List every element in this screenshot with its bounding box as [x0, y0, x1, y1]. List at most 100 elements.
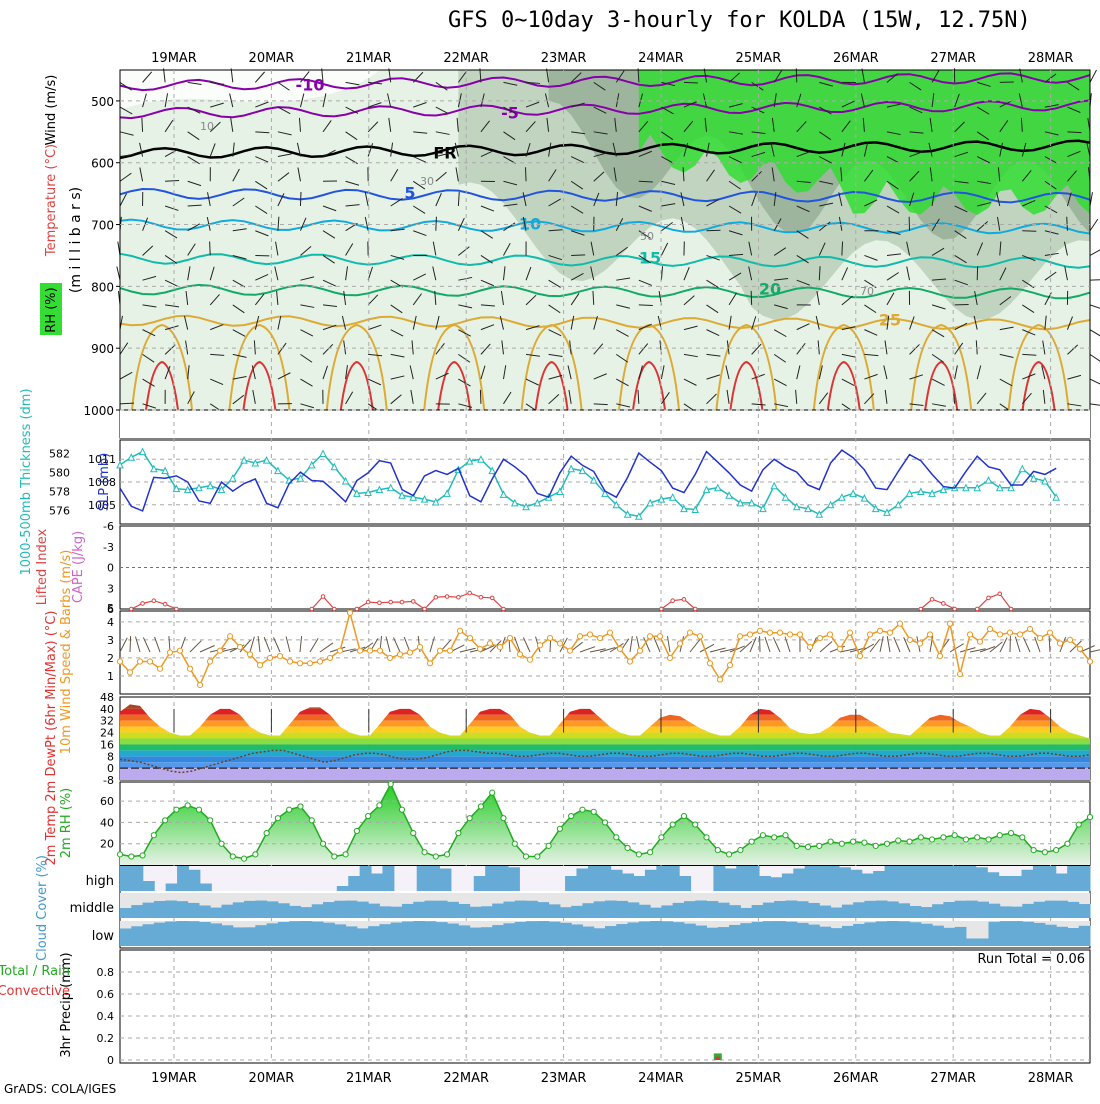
cloud-middle-bar [1067, 902, 1079, 918]
wind10-speed-line-point [277, 654, 282, 659]
lifted-index-point [400, 600, 404, 604]
rh2m-line-point [851, 839, 856, 844]
bottom-date-label-0: 19MAR [151, 1071, 197, 1086]
wind10-speed-line-point [567, 648, 572, 653]
wind10-speed-line-point [457, 628, 462, 633]
cloud-high-bar [793, 869, 805, 892]
cloud-high-bar [873, 871, 885, 891]
bottom-date-label-9: 28MAR [1028, 1071, 1074, 1086]
surface-wind-barb [740, 641, 752, 652]
bottom-date-label-4: 23MAR [541, 1071, 587, 1086]
wind-barb [639, 305, 653, 306]
cloud-middle-bar [842, 905, 854, 918]
surface-wind-barb [250, 637, 254, 652]
top-date-label-2: 21MAR [346, 51, 392, 66]
cloud-middle-bar [458, 904, 470, 918]
cloud-middle-bar [910, 906, 922, 918]
wind10-speed-line-point [267, 655, 272, 660]
cloud-middle-bar [932, 904, 944, 918]
thickness-line [120, 452, 1056, 517]
wind10-speed-line-point [307, 661, 312, 666]
cloud-low-bar [988, 922, 1000, 946]
cloud-low-bar [594, 928, 606, 946]
cloud-high-bar [360, 866, 372, 891]
rh2m-line-point [196, 807, 201, 812]
wind10-speed-line-point [297, 661, 302, 666]
rh2m-line-point [535, 854, 540, 859]
cloud-high-bar [166, 884, 178, 892]
cloud-high-bar [713, 866, 725, 891]
rh2m-line-point [411, 830, 416, 835]
temp-band-11 [120, 768, 1090, 780]
rh2m-line-point [1076, 822, 1081, 827]
temp-band-10 [120, 762, 1090, 768]
cloud-high-bar [1010, 876, 1022, 891]
rh2m-line-point [151, 833, 156, 838]
wind10-speed-line-point [957, 672, 962, 677]
cloud-middle-bar [549, 904, 561, 918]
cloud-middle-bar [661, 905, 673, 918]
cloud-middle-bar [154, 901, 166, 918]
surface-wind-barb [393, 637, 400, 652]
bottom-date-label-8: 27MAR [930, 1071, 976, 1086]
cloud-middle-bar [503, 902, 515, 918]
cloud-low-bar [639, 921, 651, 946]
cloud-high-bar [862, 874, 874, 892]
rh2m-line-point [828, 839, 833, 844]
cloud-low-bar [549, 922, 561, 946]
rh2m-line-point [783, 833, 788, 838]
wind10-speed-line-point [907, 637, 912, 642]
cloud-middle-bar [199, 905, 211, 918]
cloud-middle-bar [785, 901, 797, 918]
surface-wind-barb [785, 637, 790, 652]
cloud-middle-bar [763, 903, 775, 918]
cloud-middle-bar [977, 902, 989, 918]
cloud-low-bar [650, 921, 662, 946]
wind10-speed-line-point [477, 646, 482, 651]
rh2m-line-point [117, 852, 122, 857]
thickness-line-point [1019, 466, 1025, 472]
cloud-middle-bar [255, 901, 267, 918]
wind-barb [165, 181, 179, 182]
lifted-index-point [919, 607, 923, 611]
rh2m-line-point [1065, 841, 1070, 846]
rh2m-line-point [557, 826, 562, 831]
wind-barb [1090, 249, 1100, 256]
cloud-low-bar [785, 922, 797, 946]
cloud-high-bar [907, 866, 919, 891]
cloud-high-bar [828, 866, 840, 891]
rh2m-line-point [366, 813, 371, 818]
cloud-axis-label: Cloud Cover (%) [35, 855, 50, 961]
lifted-index-point [468, 591, 472, 595]
cloud-high-bar [1022, 870, 1034, 891]
cloud-middle-bar [808, 903, 820, 918]
wind10-speed-line-point [207, 659, 212, 664]
cloud-high-bar [816, 866, 828, 891]
rh2m-line-point [456, 830, 461, 835]
rh2m-line-point [433, 854, 438, 859]
cloud-high-bar [485, 866, 497, 891]
cloud-middle-bar [131, 905, 143, 918]
wind10-speed-line-point [537, 643, 542, 648]
rh2m-line-point [1020, 835, 1025, 840]
thickness-line-point [771, 483, 777, 489]
rh2m-line-point [681, 813, 686, 818]
cloud-low-bar [458, 925, 470, 946]
rh2m-line-point [952, 833, 957, 838]
precip-convective-legend: Convective [0, 984, 70, 999]
cloud-middle-bar [639, 905, 651, 918]
wind10-speed-line-point [217, 648, 222, 653]
lifted-index-point [942, 602, 946, 606]
isotherm-label-25: 25 [879, 310, 901, 329]
cloud-low-bar [797, 923, 809, 946]
cloud-high-bar [1033, 866, 1045, 891]
wind10-speed-line-point [727, 663, 732, 668]
wind10-speed-line-point [427, 661, 432, 666]
cloud-middle-bar [447, 902, 459, 918]
cloud-low-bar [819, 927, 831, 946]
wind10-speed-line-point [777, 630, 782, 635]
cloud-high-bar [599, 866, 611, 891]
cloud-middle-bar [165, 901, 177, 918]
slp-axis-label: SLP (mb) [97, 453, 112, 512]
rh2m-line-point [1042, 850, 1047, 855]
